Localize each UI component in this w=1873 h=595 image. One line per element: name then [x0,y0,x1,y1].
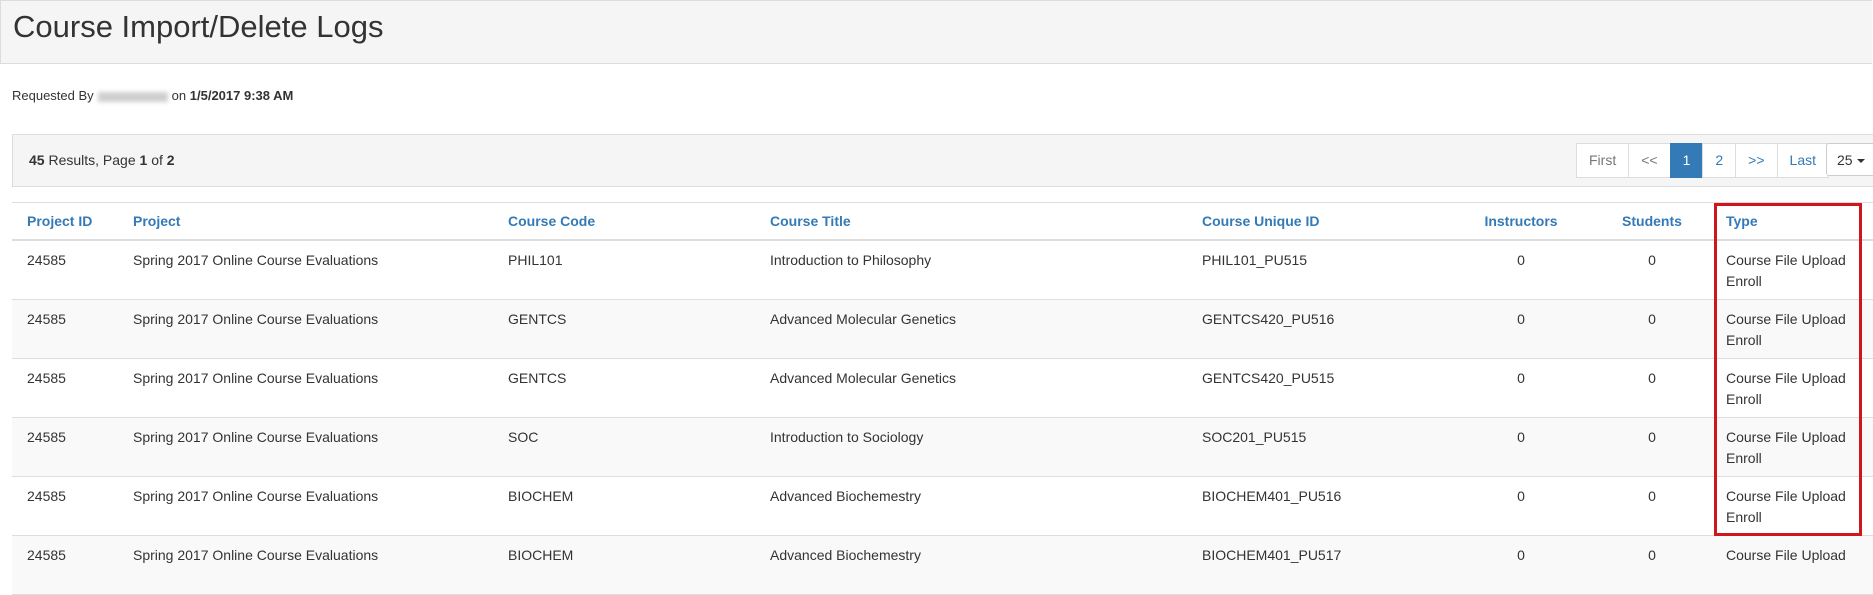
table-cell: BIOCHEM401_PU517 [1202,547,1342,563]
results-text: Results, Page [48,152,136,168]
log-table: Project ID Project Course Code Course Title… [12,202,1873,595]
table-cell: 0 [1517,311,1525,327]
table-cell: Spring 2017 Online Course Evaluations [133,252,379,268]
table-cell: Spring 2017 Online Course Evaluations [133,311,379,327]
table-cell: Advanced Biochemestry [770,488,921,504]
table-cell: Course File Upload [1726,547,1846,563]
current-page: 1 [139,152,148,168]
table-cell: 0 [1517,252,1525,268]
column-header[interactable]: Instructors [1484,213,1558,229]
table-cell: Course File Upload Enroll [1726,252,1846,289]
table-cell: GENTCS [508,370,567,386]
table-row: 24585 Spring 2017 Online Course Evaluatio… [12,418,1873,477]
column-header[interactable]: Project [133,213,181,229]
prev-button[interactable]: << [1628,143,1671,178]
table-cell: GENTCS [508,311,567,327]
request-date: 1/5/2017 9:38 AM [189,88,294,103]
page-button[interactable]: 2 [1702,143,1737,178]
table-cell: 24585 [27,311,66,327]
table-cell: 0 [1648,252,1656,268]
table-row: 24585 Spring 2017 Online Course Evaluatio… [12,536,1873,595]
table-cell: 0 [1648,488,1656,504]
redacted-name [97,91,168,102]
table-cell: SOC201_PU515 [1202,429,1307,445]
table-cell: 0 [1517,488,1525,504]
column-header[interactable]: Students [1622,213,1682,229]
table-row: 24585 Spring 2017 Online Course Evaluatio… [12,477,1873,536]
header-row: Project ID Project Course Code Course Title… [12,203,1873,241]
table-cell: PHIL101_PU515 [1202,252,1308,268]
table-cell: Spring 2017 Online Course Evaluations [133,429,379,445]
table-cell: Advanced Molecular Genetics [770,311,956,327]
table-cell: Course File Upload Enroll [1726,370,1846,407]
column-header[interactable]: Type [1726,213,1758,229]
total-pages: 2 [166,152,175,168]
table-cell: 24585 [27,488,66,504]
table-cell: 0 [1517,429,1525,445]
column-header[interactable]: Course Code [508,213,596,229]
table-cell: 24585 [27,252,66,268]
table-cell: BIOCHEM [508,547,574,563]
next-button[interactable]: >> [1735,143,1778,178]
table-cell: BIOCHEM401_PU516 [1202,488,1342,504]
table-cell: Introduction to Sociology [770,429,924,445]
of-word: of [151,152,163,168]
result-count: 45 [29,152,45,168]
column-header[interactable]: Course Unique ID [1202,213,1320,229]
table-cell: 0 [1648,370,1656,386]
table-cell: Course File Upload Enroll [1726,488,1846,525]
first-button[interactable]: First [1576,143,1630,178]
table-cell: Spring 2017 Online Course Evaluations [133,547,379,563]
table-cell: Introduction to Philosophy [770,252,932,268]
header-bar: Course Import/Delete Logs [0,0,1872,64]
page-button[interactable]: 1 [1669,143,1704,178]
highlight-box [1714,203,1862,536]
table-cell: 24585 [27,429,66,445]
results-summary: 45 Results, Page 1 of 2 [29,152,175,168]
table-cell: Spring 2017 Online Course Evaluations [133,370,379,386]
table-cell: 0 [1648,547,1656,563]
table-cell: 0 [1648,311,1656,327]
table-cell: 24585 [27,547,66,563]
table-cell: GENTCS420_PU515 [1202,370,1335,386]
table-cell: 0 [1517,370,1525,386]
page-size-dropdown[interactable]: 25 [1826,143,1873,176]
table-cell: 24585 [27,370,66,386]
table-row: 24585 Spring 2017 Online Course Evaluatio… [12,300,1873,359]
results-panel: 45 Results, Page 1 of 2 First << 1 2 >> … [12,134,1873,187]
page-title: Course Import/Delete Logs [13,9,384,44]
table-cell: Course File Upload Enroll [1726,429,1846,466]
column-header[interactable]: Course Title [770,213,851,229]
table-cell: 0 [1517,547,1525,563]
requested-label: Requested By [12,88,94,103]
pagination: First << 1 2 >> Last [1576,143,1829,178]
table-cell: Advanced Molecular Genetics [770,370,956,386]
table-cell: Spring 2017 Online Course Evaluations [133,488,379,504]
last-button[interactable]: Last [1776,143,1829,178]
on-word: on [171,88,187,103]
table-cell: 0 [1648,429,1656,445]
table-cell: SOC [508,429,539,445]
table-cell: GENTCS420_PU516 [1202,311,1335,327]
table-row: 24585 Spring 2017 Online Course Evaluatio… [12,359,1873,418]
table-cell: Course File Upload Enroll [1726,311,1846,348]
table-row: 24585 Spring 2017 Online Course Evaluatio… [12,241,1873,300]
table-cell: PHIL101 [508,252,563,268]
column-header[interactable]: Project ID [27,213,93,229]
table-cell: BIOCHEM [508,488,574,504]
table-cell: Advanced Biochemestry [770,547,921,563]
requested-by: Requested By on 1/5/2017 9:38 AM [12,88,293,103]
